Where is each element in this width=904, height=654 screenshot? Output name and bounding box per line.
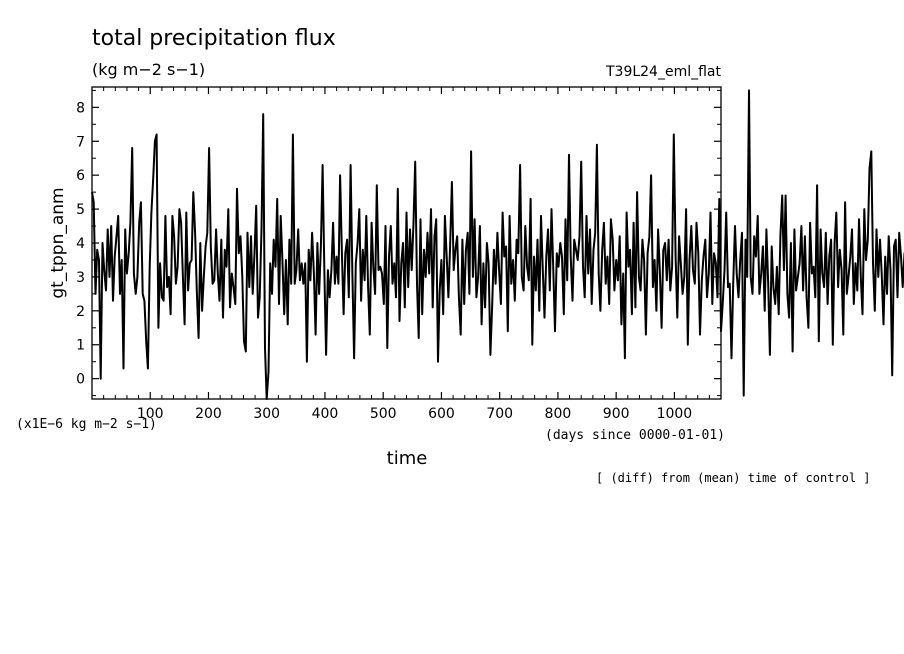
plot-area: 100 200 300 400 500 600 700 800 900 1000 0 1 2 3 4 5 6 7… [76, 86, 904, 422]
scale-note: (x1E−6 kg m−2 s−1) [16, 417, 157, 432]
x-tick-label: 1000 [657, 406, 693, 422]
y-tick-label: 2 [76, 304, 85, 320]
y-tick-label: 0 [76, 372, 85, 388]
x-tick-label: 900 [603, 406, 630, 422]
y-tick-label: 3 [76, 270, 85, 286]
x-ticks: 100 200 300 400 500 600 700 800 900 1000 [103, 87, 710, 422]
y-ticks: 0 1 2 3 4 5 6 7 8 [76, 89, 721, 397]
chart-title: total precipitation flux [92, 26, 336, 51]
x-tick-label: 400 [312, 406, 339, 422]
x-tick-label: 100 [137, 406, 164, 422]
y-tick-label: 1 [76, 338, 85, 354]
x-tick-label: 300 [253, 406, 280, 422]
x-axis-label: time [387, 448, 428, 469]
diff-note: [ (diff) from (mean) time of control ] [596, 471, 871, 485]
x-tick-label: 600 [428, 406, 455, 422]
x-tick-label: 700 [486, 406, 513, 422]
chart-units: (kg m−2 s−1) [92, 60, 205, 79]
y-tick-label: 7 [76, 134, 85, 150]
y-tick-label: 6 [76, 168, 85, 184]
x-unit-note: (days since 0000-01-01) [545, 428, 725, 443]
x-tick-label: 800 [545, 406, 572, 422]
y-tick-label: 4 [76, 236, 85, 252]
y-tick-label: 5 [76, 202, 85, 218]
x-tick-label: 200 [195, 406, 222, 422]
y-tick-label: 8 [76, 100, 85, 116]
series-group [91, 89, 904, 400]
series-line-0 [91, 89, 904, 400]
y-axis-label: gt_tppn_anm [48, 187, 68, 298]
experiment-label: T39L24_eml_flat [605, 64, 722, 80]
x-tick-label: 500 [370, 406, 397, 422]
